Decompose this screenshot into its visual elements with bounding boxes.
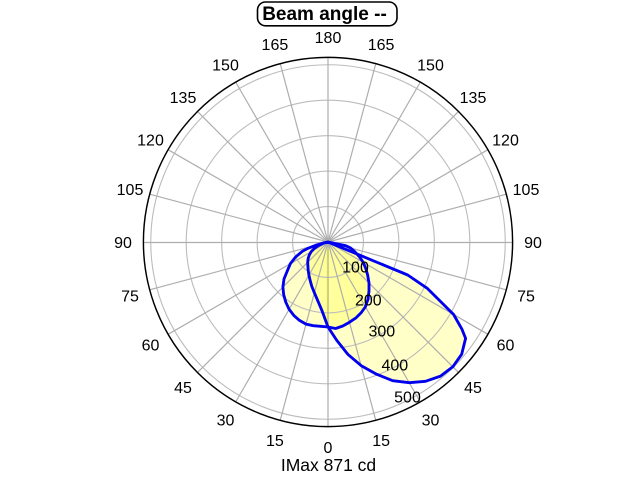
- svg-text:180: 180: [315, 30, 342, 47]
- svg-text:Beam angle --: Beam angle --: [262, 4, 387, 25]
- svg-text:120: 120: [492, 133, 519, 150]
- svg-text:75: 75: [121, 288, 139, 305]
- svg-text:60: 60: [142, 338, 160, 355]
- svg-text:45: 45: [464, 380, 482, 397]
- svg-text:300: 300: [368, 324, 395, 341]
- svg-text:165: 165: [262, 37, 289, 54]
- svg-text:100: 100: [342, 260, 369, 277]
- svg-text:0: 0: [324, 440, 333, 457]
- svg-text:150: 150: [212, 58, 239, 75]
- svg-text:120: 120: [137, 133, 164, 150]
- svg-text:75: 75: [517, 288, 535, 305]
- svg-text:45: 45: [174, 380, 192, 397]
- svg-text:200: 200: [355, 293, 382, 310]
- svg-text:90: 90: [524, 235, 542, 252]
- svg-text:30: 30: [217, 413, 235, 430]
- svg-text:150: 150: [417, 58, 444, 75]
- svg-text:500: 500: [394, 390, 421, 407]
- svg-text:105: 105: [117, 182, 144, 199]
- svg-text:60: 60: [497, 338, 515, 355]
- svg-text:135: 135: [460, 90, 487, 107]
- svg-text:105: 105: [513, 182, 540, 199]
- svg-text:30: 30: [422, 413, 440, 430]
- svg-text:135: 135: [170, 90, 197, 107]
- svg-text:400: 400: [381, 358, 408, 375]
- svg-text:IMax 871 cd: IMax 871 cd: [281, 455, 376, 475]
- svg-text:90: 90: [114, 235, 132, 252]
- svg-text:15: 15: [266, 433, 284, 450]
- svg-text:165: 165: [368, 37, 395, 54]
- svg-text:15: 15: [372, 433, 390, 450]
